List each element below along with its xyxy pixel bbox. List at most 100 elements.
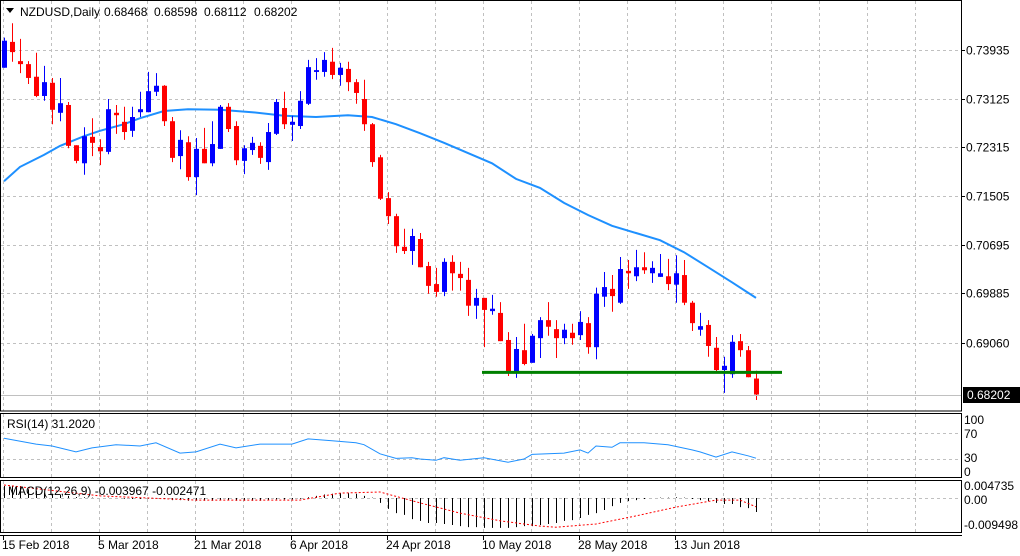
candle-body: [130, 117, 135, 131]
bearish-candle: [546, 302, 551, 336]
candle-body: [482, 297, 487, 310]
candle-body: [26, 64, 31, 78]
bullish-candle: [42, 65, 47, 101]
rsi-tick-30: 30: [964, 451, 978, 465]
candle-body: [162, 85, 167, 122]
bearish-candle: [706, 320, 711, 357]
candle-body: [386, 198, 391, 217]
bearish-candle: [570, 323, 575, 345]
candle-body: [306, 67, 311, 104]
candle-body: [466, 279, 471, 306]
bearish-candle: [418, 232, 423, 268]
price-tick-label: 0.70695: [966, 239, 1010, 253]
price-axis[interactable]: 0.73935 0.73125 0.72315 0.71505 0.70695 0.698…: [961, 44, 1010, 351]
candle-body: [458, 273, 463, 279]
candle-body: [338, 67, 343, 75]
price-tick-label: 0.71505: [966, 190, 1010, 204]
bearish-candle: [282, 91, 287, 130]
candle-body: [730, 341, 735, 375]
candle-body: [738, 341, 743, 351]
overlay-layer: [1, 370, 961, 396]
bullish-candle: [578, 311, 583, 340]
rsi-panel[interactable]: [0, 413, 962, 478]
bullish-candle: [266, 123, 271, 170]
bearish-candle: [226, 103, 231, 133]
bearish-candle: [202, 127, 207, 164]
bearish-candle: [34, 52, 39, 98]
bearish-candle: [330, 47, 335, 80]
price-tick-label: 0.69060: [966, 337, 1010, 351]
bearish-candle: [354, 79, 359, 104]
bullish-candle: [722, 356, 727, 393]
bearish-candle: [586, 317, 591, 354]
bullish-candle: [658, 254, 663, 277]
candle-body: [234, 126, 239, 161]
bearish-candle: [666, 258, 671, 291]
candle-body: [682, 275, 687, 303]
bullish-candle: [290, 115, 295, 142]
bearish-candle: [386, 192, 391, 224]
triangle-down-icon[interactable]: [6, 8, 14, 13]
bearish-candle: [66, 101, 71, 149]
bullish-candle: [106, 98, 111, 155]
bearish-candle: [690, 300, 695, 331]
macd-panel[interactable]: [0, 480, 962, 533]
bullish-candle: [474, 288, 479, 319]
candle-body: [538, 320, 543, 339]
bullish-candle: [82, 127, 87, 175]
date-axis[interactable]: 15 Feb 2018 5 Mar 2018 21 Mar 2018 6 Apr 20…: [2, 535, 740, 552]
bullish-candle: [442, 258, 447, 297]
bearish-candle: [74, 145, 79, 164]
bullish-candle: [138, 91, 143, 118]
candle-body: [10, 41, 15, 53]
candle-body: [114, 112, 119, 116]
moving-average-line: [3, 108, 757, 299]
bullish-candle: [562, 323, 567, 345]
bearish-candle: [362, 79, 367, 131]
candle-body: [210, 144, 215, 164]
candle-body: [658, 273, 663, 277]
candle-body: [122, 121, 127, 133]
bullish-candle: [154, 73, 159, 96]
candle-body: [354, 82, 359, 93]
candle-body: [378, 157, 383, 199]
macd-layer: [3, 484, 757, 528]
bullish-candle: [146, 71, 151, 113]
date-label: 5 Mar 2018: [98, 538, 159, 552]
candle-body: [746, 350, 751, 378]
bearish-candle: [346, 61, 351, 92]
bullish-candle: [410, 228, 415, 265]
candle-body: [674, 273, 679, 285]
bearish-candle: [98, 139, 103, 166]
candle-body: [226, 106, 231, 130]
price-tick-label: 0.73125: [966, 93, 1010, 107]
candle-body: [298, 100, 303, 127]
rsi-layer: [3, 437, 757, 463]
macd-label: MACD(12,26,9) -0.003967 -0.002471: [8, 484, 206, 498]
candle-body: [514, 348, 519, 372]
bullish-candle: [130, 106, 135, 137]
bullish-candle: [314, 58, 319, 80]
candle-body: [426, 266, 431, 286]
bearish-candle: [506, 332, 511, 377]
main-price-panel[interactable]: [0, 0, 962, 412]
candle-body: [698, 326, 703, 330]
bearish-candle: [26, 61, 31, 84]
bullish-candle: [274, 98, 279, 136]
bearish-candle: [170, 117, 175, 163]
bearish-candle: [402, 228, 407, 255]
price-tick-label: 0.72315: [966, 141, 1010, 155]
candle-body: [370, 124, 375, 163]
candle-body: [754, 378, 759, 395]
date-label: 24 Apr 2018: [386, 538, 451, 552]
bearish-candle: [114, 104, 119, 134]
bearish-candle: [10, 23, 15, 62]
macd-tick-zero: 0.00: [964, 493, 988, 507]
candles-layer: [2, 23, 759, 400]
bearish-candle: [186, 136, 191, 181]
candle-body: [578, 321, 583, 336]
symbol-label: NZDUSD,Daily: [20, 5, 100, 19]
candle-body: [90, 136, 95, 143]
bullish-candle: [2, 37, 7, 68]
